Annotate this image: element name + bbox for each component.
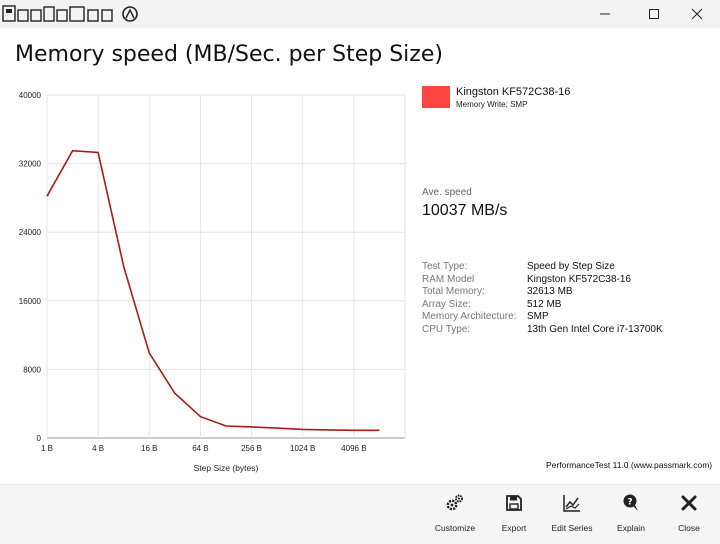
chart-grid bbox=[46, 94, 406, 439]
maximize-button[interactable] bbox=[631, 0, 677, 28]
x-tick-label: 4 B bbox=[92, 444, 104, 453]
info-key: Array Size: bbox=[422, 298, 471, 310]
legend-swatch[interactable] bbox=[422, 86, 450, 108]
info-value: 13th Gen Intel Core i7-13700K bbox=[527, 323, 663, 335]
info-key: Memory Architecture: bbox=[422, 311, 517, 323]
close-button[interactable]: Close bbox=[659, 485, 719, 544]
minimize-icon bbox=[600, 13, 610, 15]
help-chat-icon: ? bbox=[623, 494, 638, 511]
info-key: CPU Type: bbox=[422, 323, 471, 335]
series-line bbox=[46, 149, 380, 432]
x-tick-label: 64 B bbox=[192, 444, 208, 453]
page-title: Memory speed (MB/Sec. per Step Size) bbox=[15, 42, 443, 67]
x-tick-label: 16 B bbox=[141, 444, 157, 453]
chart-series bbox=[46, 149, 380, 432]
y-tick-label: 0 bbox=[37, 434, 42, 443]
explain-label: Explain bbox=[617, 523, 645, 533]
customize-label: Customize bbox=[434, 523, 476, 533]
speed-chart: 0 8000 16000 24000 32000 40000 1 B 4 B 16 B 64 B 2… bbox=[19, 91, 406, 473]
average-speed-label: Ave. speed bbox=[422, 187, 472, 198]
legend-series-subtitle: Memory Write; SMP bbox=[456, 100, 528, 109]
explain-button[interactable]: ? Explain bbox=[601, 485, 661, 544]
y-tick-label: 40000 bbox=[19, 91, 42, 100]
save-disk-icon bbox=[506, 495, 522, 511]
close-x-icon bbox=[681, 495, 697, 511]
line-chart-icon bbox=[563, 495, 580, 512]
performancetest-credit: PerformanceTest 11.0 (www.passmark.com) bbox=[546, 460, 713, 470]
bottom-toolbar: Customize Export Edit Series ? Explain C… bbox=[0, 484, 720, 544]
info-value: 512 MB bbox=[527, 298, 562, 310]
edit-series-label: Edit Series bbox=[551, 523, 593, 533]
info-key: RAM Model bbox=[422, 273, 475, 285]
average-speed-value: 10037 MB/s bbox=[422, 202, 508, 219]
info-value: Speed by Step Size bbox=[527, 261, 615, 272]
y-tick-label: 8000 bbox=[23, 365, 41, 374]
gears-icon bbox=[446, 494, 463, 511]
info-value: SMP bbox=[527, 311, 549, 323]
passmark-logo-icon bbox=[2, 5, 138, 22]
y-tick-label: 16000 bbox=[19, 297, 42, 306]
y-tick-label: 32000 bbox=[19, 160, 42, 169]
x-axis-title: Step Size (bytes) bbox=[194, 463, 259, 473]
y-tick-label: 24000 bbox=[19, 228, 42, 237]
minimize-button[interactable] bbox=[582, 0, 628, 28]
close-window-button[interactable] bbox=[674, 0, 720, 28]
info-key: Test Type: bbox=[422, 261, 468, 272]
svg-text:?: ? bbox=[627, 498, 632, 508]
maximize-icon bbox=[649, 9, 659, 19]
x-tick-label: 4096 B bbox=[341, 444, 366, 453]
info-key: Total Memory: bbox=[422, 286, 485, 298]
edit-series-button[interactable]: Edit Series bbox=[542, 485, 602, 544]
chart-axes: 0 8000 16000 24000 32000 40000 1 B 4 B 16 B 64 B 2… bbox=[19, 91, 367, 453]
title-bar bbox=[0, 0, 720, 28]
export-button[interactable]: Export bbox=[484, 485, 544, 544]
x-tick-label: 256 B bbox=[241, 444, 262, 453]
export-label: Export bbox=[501, 523, 527, 533]
info-value: Kingston KF572C38-16 bbox=[527, 273, 631, 285]
legend-series-name: Kingston KF572C38-16 bbox=[456, 86, 571, 98]
close-label: Close bbox=[678, 523, 700, 533]
x-tick-label: 1 B bbox=[41, 444, 53, 453]
info-value: 32613 MB bbox=[527, 286, 573, 298]
close-icon bbox=[691, 8, 703, 20]
x-tick-label: 1024 B bbox=[290, 444, 315, 453]
customize-button[interactable]: Customize bbox=[425, 485, 485, 544]
